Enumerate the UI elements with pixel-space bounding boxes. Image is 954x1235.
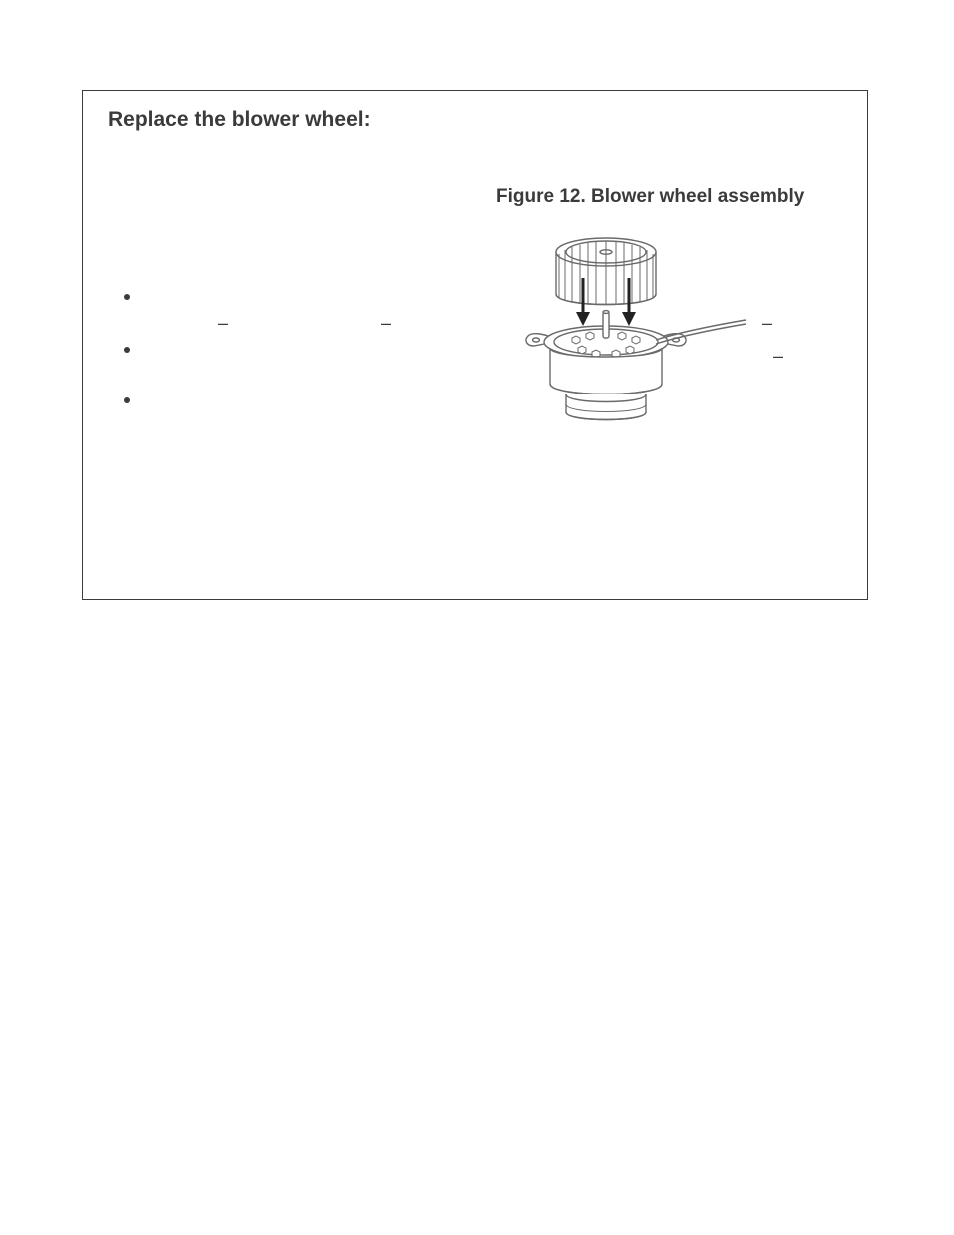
bullet-item bbox=[124, 397, 130, 403]
figure-blower-wheel-assembly bbox=[496, 208, 776, 428]
bullet-item bbox=[124, 294, 130, 300]
page: Replace the blower wheel: Figure 12. Blo… bbox=[0, 0, 954, 1235]
figure-caption: Figure 12. Blower wheel assembly bbox=[496, 186, 804, 208]
bullet-item bbox=[124, 347, 130, 353]
dash-glyph: – bbox=[381, 314, 391, 332]
dash-glyph: – bbox=[218, 314, 228, 332]
section-heading: Replace the blower wheel: bbox=[108, 108, 371, 132]
blower-wheel-assembly-svg bbox=[496, 208, 776, 428]
